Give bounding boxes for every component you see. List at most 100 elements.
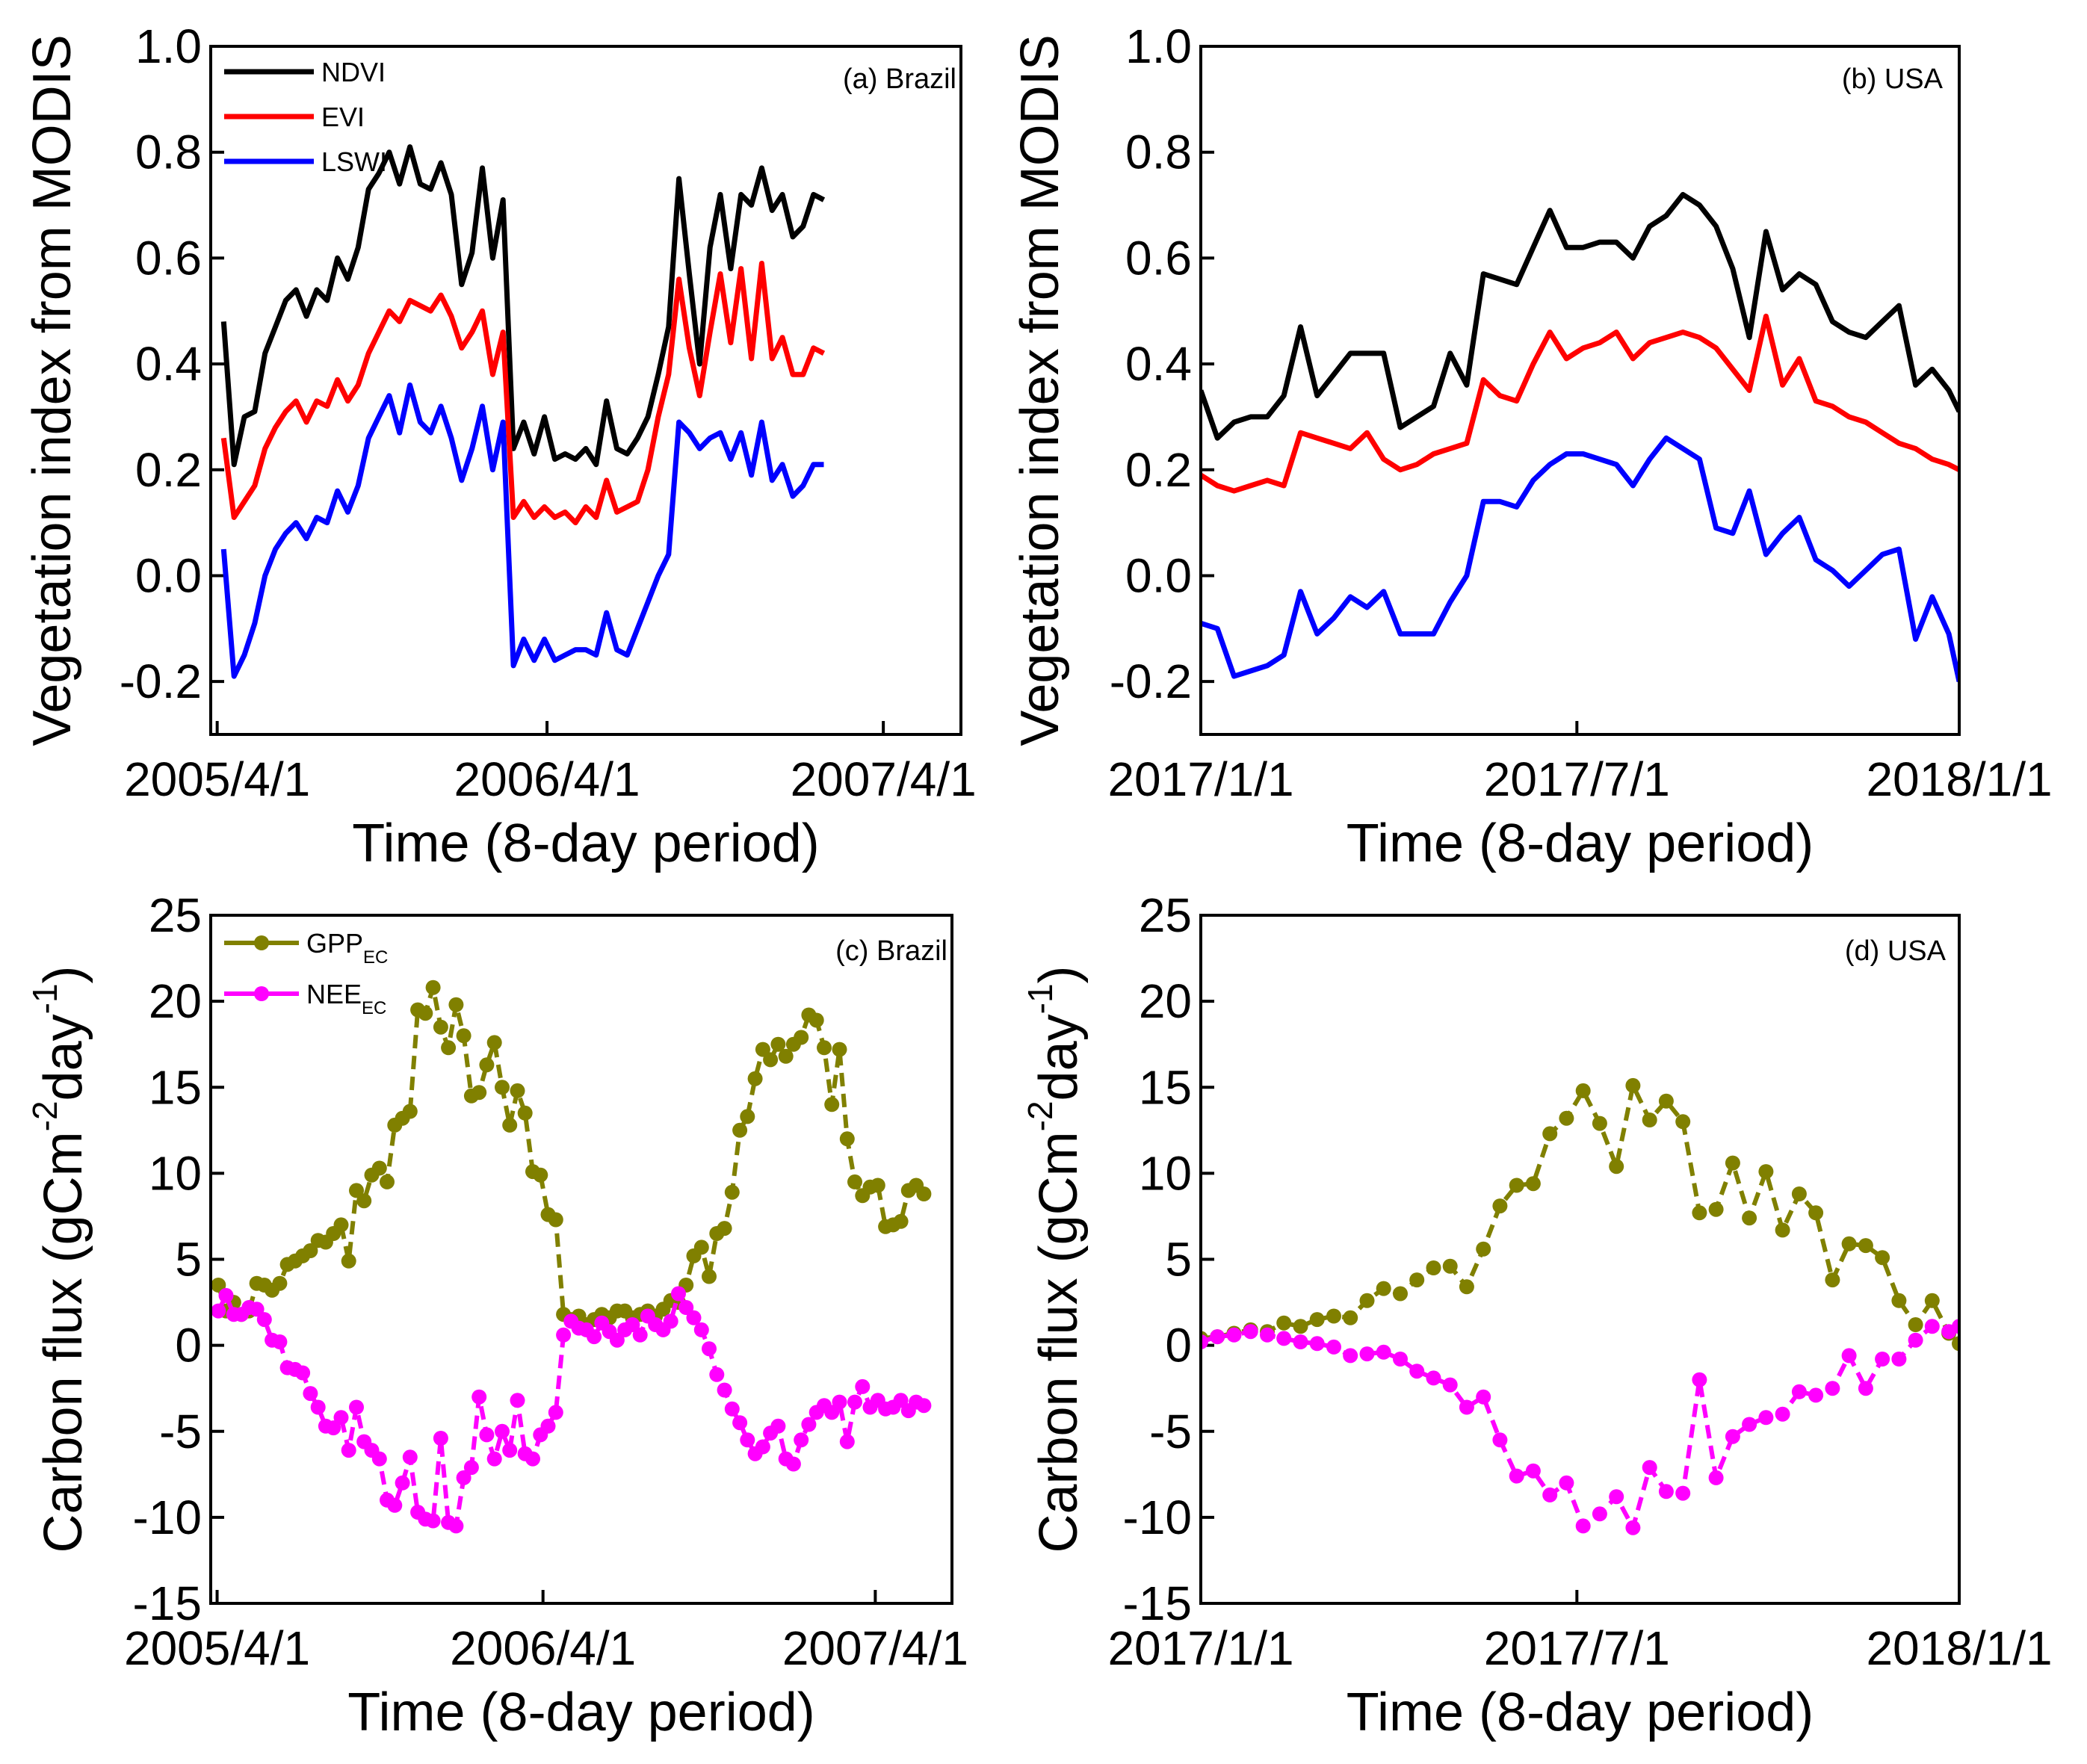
panel-c-xlabel: Time (8-day period) [347, 1683, 815, 1742]
panel-d-series-gpp [1201, 1077, 1959, 1352]
panel-d-series-nee-point [1243, 1324, 1258, 1340]
panel-c-series-gpp-point [486, 1035, 502, 1050]
panel-b-label: (b) USA [1842, 64, 1944, 95]
panel-c-series-gpp-point [341, 1253, 356, 1269]
panel-c-series-nee-point [847, 1394, 862, 1410]
panel-c-series-nee-point [671, 1286, 686, 1302]
panel-d-series-gpp-point [1908, 1317, 1923, 1332]
panel-c-series-gpp-point [356, 1193, 372, 1209]
panel-d-ytick-label: -15 [1123, 1576, 1193, 1630]
panel-c-series-nee-point [609, 1332, 625, 1348]
panel-d-series-gpp-point [1841, 1236, 1857, 1251]
panel-c-series-gpp-point [333, 1217, 349, 1233]
panel-d-xlabel: Time (8-day period) [1346, 1683, 1814, 1742]
panel-c-xtick-label: 2007/4/1 [782, 1621, 968, 1675]
panel-d-series-nee-point [1742, 1417, 1757, 1432]
panel-d-series-gpp-point [1609, 1159, 1624, 1175]
panel-d-series-gpp-point [1658, 1093, 1674, 1109]
panel-d-series-nee-point [1459, 1399, 1474, 1415]
panel-c-series-nee-point [218, 1287, 234, 1303]
panel-c-series-gpp-point [794, 1030, 809, 1045]
panel-a-xtick-label: 2005/4/1 [124, 752, 310, 806]
panel-b-ytick-label: 1.0 [1125, 19, 1192, 73]
panel-c-ytick-label: 20 [149, 974, 202, 1028]
panel-a-legend-label-lswi: LSWI [321, 146, 387, 177]
panel-d-series-nee-point [1725, 1429, 1740, 1444]
panel-d-series-gpp-point [1326, 1308, 1341, 1324]
panel-c-series-nee-point [717, 1382, 732, 1398]
panel-b-series-ndvi [1201, 191, 1959, 441]
panel-b-vegetation-usa: -0.2 0.0 0.2 0.4 0.6 0.8 1.0 2017/1/1 2017/7/1 20… [1010, 19, 2053, 873]
panel-c-series-gpp-point [839, 1131, 855, 1147]
panel-c-series-gpp-point [517, 1105, 533, 1121]
panel-d-label: (d) USA [1845, 935, 1947, 967]
panel-d-series-gpp-point [1559, 1110, 1574, 1126]
panel-d-ytick-label: 25 [1139, 888, 1192, 942]
panel-a-ytick-label: 0.8 [135, 126, 202, 179]
panel-d-series-nee-point [1841, 1348, 1857, 1364]
panel-c-ytick-label: -15 [133, 1576, 202, 1630]
panel-d-series-nee-point [1276, 1331, 1292, 1346]
panel-c-series-nee-point [425, 1513, 441, 1529]
panel-d-xtick-label: 2018/1/1 [1866, 1621, 2052, 1675]
panel-c-series-gpp-point [433, 1019, 448, 1035]
panel-c-series-gpp-point [755, 1042, 770, 1057]
panel-d-ylabel-part: ) [1029, 965, 1089, 983]
panel-c-series-nee-point [395, 1475, 410, 1491]
panel-a-xtick-label: 2006/4/1 [454, 752, 640, 806]
panel-c-series-nee-point [839, 1434, 855, 1449]
panel-c-legend-marker-nee [254, 986, 269, 1001]
panel-c-series-nee-point [333, 1410, 349, 1426]
panel-c-ytick-label: 0 [175, 1319, 202, 1372]
panel-c-series-nee-point [510, 1393, 525, 1408]
panel-a-series-evi-line [220, 261, 826, 526]
panel-c-series-gpp-point [380, 1174, 395, 1189]
panel-c-series-gpp-point [763, 1052, 779, 1068]
panel-c-series-nee-point [387, 1497, 403, 1513]
panel-d-series-gpp-point [1725, 1155, 1740, 1171]
panel-a-series-ndvi [220, 144, 826, 468]
panel-c-series-gpp-point [471, 1085, 487, 1101]
panel-d-series-nee-point [1592, 1506, 1607, 1522]
panel-c-series-nee-point [824, 1405, 840, 1420]
panel-c-series-gpp-point [272, 1275, 288, 1291]
panel-c-series-nee-point [724, 1401, 740, 1417]
panel-c-ylabel: Carbon flux (gCm-2day-1) [25, 965, 93, 1553]
panel-c-series-gpp-point [770, 1036, 786, 1052]
panel-c-legend: GPPEC NEEEC [224, 928, 388, 1018]
panel-d-series-gpp-point [1575, 1083, 1591, 1098]
panel-d-ytick-label: 0 [1165, 1319, 1192, 1372]
panel-d-ylabel: Carbon flux (gCm-2day-1) [1021, 965, 1089, 1553]
panel-c-series-nee-point [755, 1439, 770, 1455]
panel-c-series-nee-point [502, 1443, 518, 1458]
panel-c-series-nee-point [785, 1456, 801, 1472]
panel-b-series-ndvi-line [1201, 191, 1959, 441]
panel-c-series-nee-point [249, 1302, 265, 1317]
panel-c-series-gpp-point [510, 1083, 525, 1098]
panel-c-series-nee-point [794, 1432, 809, 1448]
panel-d-series-nee-point [1492, 1432, 1508, 1448]
panel-d-series-gpp-point [1492, 1198, 1508, 1214]
panel-c-series-gpp [211, 980, 932, 1332]
panel-c-ytick-label: -5 [159, 1405, 202, 1458]
panel-c-legend-marker-gpp [254, 935, 269, 950]
panel-b-xtick-label: 2017/1/1 [1107, 752, 1293, 806]
panel-d-series-gpp-point [1525, 1176, 1541, 1192]
panel-d-series-nee-point [1393, 1352, 1408, 1367]
panel-c-series-nee-point [463, 1460, 479, 1476]
panel-d-series-nee-point [1708, 1470, 1724, 1485]
panel-d-series-nee-point [1808, 1387, 1824, 1403]
panel-b-ytick-label: 0.6 [1125, 231, 1192, 285]
panel-a-xlabel: Time (8-day period) [352, 814, 820, 873]
panel-c-xtick-label: 2005/4/1 [124, 1621, 310, 1675]
panel-c-series-nee-point [371, 1451, 387, 1467]
panel-c-xtick-label: 2006/4/1 [450, 1621, 636, 1675]
panel-c-series-nee-point [495, 1423, 510, 1439]
panel-d-series-gpp-point [1426, 1260, 1441, 1275]
panel-a-label: (a) Brazil [843, 64, 956, 95]
panel-c-series-gpp-point [456, 1028, 471, 1044]
panel-c-series-nee-point [663, 1313, 678, 1329]
panel-c-series-gpp-point [211, 1278, 226, 1293]
panel-d-series-gpp-point [1409, 1272, 1425, 1288]
panel-d-series-nee-point [1559, 1475, 1574, 1491]
